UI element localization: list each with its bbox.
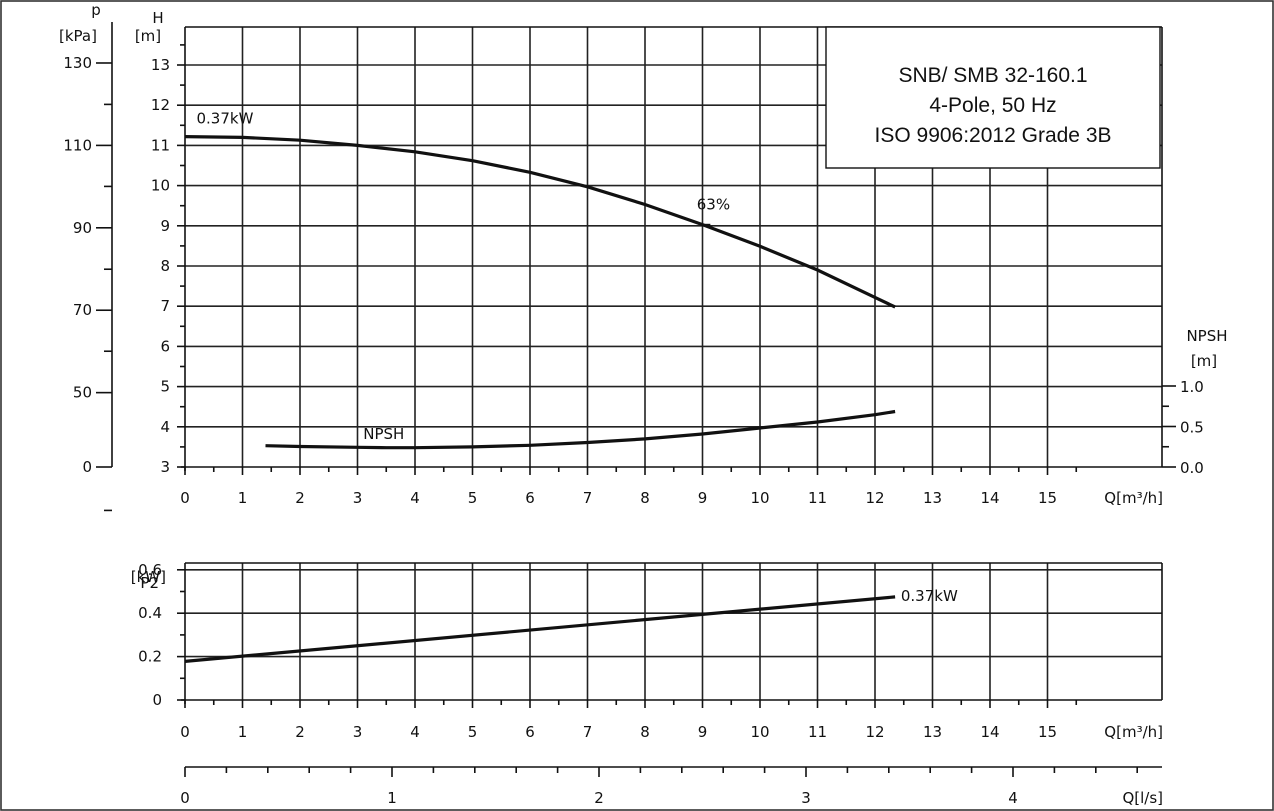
power-x-tick-label-12: 12 [865, 723, 884, 741]
power-x-tick-label-8: 8 [640, 723, 650, 741]
ls-axis: 0 1 2 3 4 Q[l/s] [180, 766, 1163, 807]
info-box [825, 26, 1161, 169]
head-y-tick-label-8: 8 [160, 257, 170, 275]
power-axes [181, 562, 1163, 704]
head-x-tick-label-3: 3 [353, 489, 363, 507]
power-x-tick-label-13: 13 [923, 723, 942, 741]
head-x-tick-label-2: 2 [295, 489, 305, 507]
npsh-axis-unit: [m] [1191, 352, 1217, 370]
head-y-tick-label-10: 10 [151, 177, 170, 195]
power-labels: P2[kW] Q[m³/h] 0.37kW [131, 568, 1163, 741]
ls-tick-label-3: 3 [801, 789, 811, 807]
head-annotation-2: 63% [697, 196, 730, 214]
head-x-tick-label-1: 1 [238, 489, 248, 507]
head-x-tick-label-9: 9 [698, 489, 708, 507]
head-annotation-0: 0.37kW [197, 109, 254, 127]
pressure-tick-label-110: 110 [63, 136, 92, 154]
power-x-tick-label-9: 9 [698, 723, 708, 741]
ls-tick-label-1: 1 [387, 789, 397, 807]
npsh-tick-label-1.0: 1.0 [1180, 378, 1204, 396]
power-y-axis-unit: [kW] [131, 568, 166, 586]
head-x-tick-label-13: 13 [923, 489, 942, 507]
head-x-tick-label-10: 10 [750, 489, 769, 507]
pressure-axis-unit: [kPa] [59, 27, 97, 45]
pressure-tick-label-130: 130 [63, 54, 92, 72]
pressure-tick-label-50: 50 [73, 384, 92, 402]
head-y-tick-label-7: 7 [160, 297, 170, 315]
power-x-tick-label-0: 0 [180, 723, 190, 741]
ls-tick-label-4: 4 [1008, 789, 1018, 807]
head-y-axis-label: H [152, 9, 163, 27]
head-series [184, 135, 896, 450]
npsh-curve [265, 409, 896, 450]
head-y-axis-unit: [m] [135, 27, 161, 45]
power-x-tick-label-1: 1 [238, 723, 248, 741]
info-box-line-1: SNB/ SMB 32-160.1 [898, 64, 1087, 87]
pressure-tick-label-90: 90 [73, 219, 92, 237]
head-panel: 0 1 2 3 4 5 6 7 8 9 10 11 12 13 14 15345678910111213050… [59, 1, 1228, 512]
power-y-axis-label: P2 [140, 574, 159, 592]
head-curve [184, 135, 896, 309]
head-y-tick-label-12: 12 [151, 96, 170, 114]
ls-axis-label: Q[l/s] [1122, 789, 1163, 807]
head-x-tick-label-5: 5 [468, 489, 478, 507]
head-x-tick-label-0: 0 [180, 489, 190, 507]
head-x-tick-label-4: 4 [410, 489, 420, 507]
head-y-tick-label-3: 3 [160, 458, 170, 476]
power-x-tick-label-14: 14 [980, 723, 999, 741]
head-y-tick-label-5: 5 [160, 378, 170, 396]
npsh-tick-label-0.0: 0.0 [1180, 459, 1204, 477]
head-ticks: 0 1 2 3 4 5 6 7 8 9 10 11 12 13 14 15345678910111213050… [63, 44, 1204, 512]
head-x-tick-label-14: 14 [980, 489, 999, 507]
power-x-tick-label-15: 15 [1038, 723, 1057, 741]
npsh-axis-label: NPSH [1186, 327, 1227, 345]
power-y-tick-label-0.4: 0.4 [138, 604, 162, 622]
power-grid [185, 563, 1162, 700]
power-x-tick-label-5: 5 [468, 723, 478, 741]
ls-tick-label-2: 2 [594, 789, 604, 807]
power-x-axis-label: Q[m³/h] [1104, 723, 1163, 741]
power-x-tick-label-4: 4 [410, 723, 420, 741]
ls-tick-label-0: 0 [180, 789, 190, 807]
power-series [184, 595, 896, 663]
npsh-tick-label-0.5: 0.5 [1180, 419, 1204, 437]
head-y-tick-label-11: 11 [151, 136, 170, 154]
pressure-tick-label-0: 0 [82, 458, 92, 476]
head-y-tick-label-9: 9 [160, 217, 170, 235]
head-y-tick-label-4: 4 [160, 418, 170, 436]
head-x-axis-label: Q[m³/h] [1104, 489, 1163, 507]
head-y-tick-label-13: 13 [151, 56, 170, 74]
power-x-tick-label-7: 7 [583, 723, 593, 741]
head-x-tick-label-11: 11 [808, 489, 827, 507]
power-y-tick-label-0: 0 [152, 691, 162, 709]
power-x-tick-label-3: 3 [353, 723, 363, 741]
pressure-axis-label: p [91, 1, 101, 19]
head-annotation-1: NPSH [363, 425, 404, 443]
head-x-tick-label-6: 6 [525, 489, 535, 507]
power-x-tick-label-2: 2 [295, 723, 305, 741]
power-annotation-0: 0.37kW [901, 587, 958, 605]
head-x-tick-label-12: 12 [865, 489, 884, 507]
power-x-tick-label-6: 6 [525, 723, 535, 741]
power-x-tick-label-11: 11 [808, 723, 827, 741]
head-x-tick-label-15: 15 [1038, 489, 1057, 507]
pressure-tick-label-70: 70 [73, 301, 92, 319]
head-x-tick-label-7: 7 [583, 489, 593, 507]
power-x-tick-label-10: 10 [750, 723, 769, 741]
info-box-line-3: ISO 9906:2012 Grade 3B [875, 124, 1112, 147]
power-y-tick-label-0.2: 0.2 [138, 648, 162, 666]
head-x-tick-label-8: 8 [640, 489, 650, 507]
info-box-line-2: 4-Pole, 50 Hz [929, 94, 1056, 117]
power-y-tick-label-0.6: 0.6 [138, 561, 162, 579]
power-curve [184, 595, 896, 663]
head-y-tick-label-6: 6 [160, 337, 170, 355]
